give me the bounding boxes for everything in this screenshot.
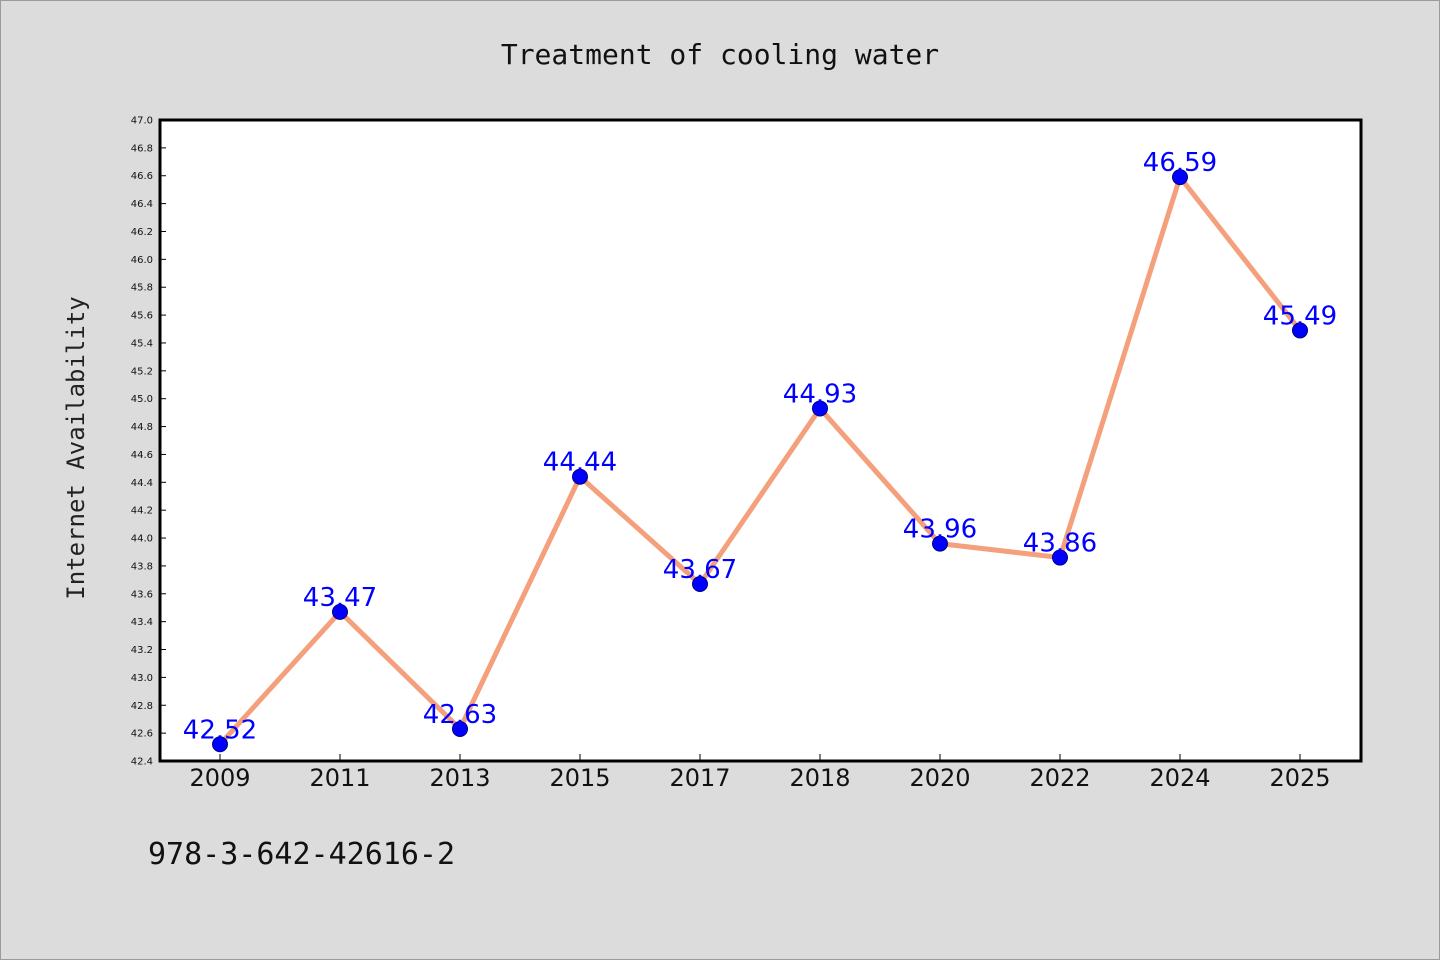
y-tick-label: 42.6 [131, 729, 153, 740]
series-line-group [212, 169, 1308, 753]
plot-area [158, 118, 1363, 763]
x-tick-label: 2020 [909, 764, 970, 792]
y-tick-label: 43.6 [131, 589, 153, 600]
data-point [1052, 549, 1068, 566]
data-label: 43.86 [1023, 529, 1097, 559]
y-tick-label: 45.0 [131, 394, 153, 405]
y-tick-label: 42.8 [131, 701, 153, 712]
y-tick-label: 45.2 [131, 366, 153, 377]
y-tick-label: 46.4 [131, 199, 153, 210]
data-label-group: 42.52 43.47 42.63 44.44 43.67 44.93 43.96 43.86… [183, 148, 1337, 745]
x-axis-ticks: 2009 2011 2013 2015 2017 2018 2020 2022 2024 2025 [189, 754, 1331, 792]
data-label: 43.96 [903, 515, 977, 545]
x-tick-label: 2022 [1029, 764, 1090, 792]
x-tick-label: 2009 [189, 764, 250, 792]
y-tick-label: 43.8 [131, 561, 153, 572]
data-label: 44.93 [783, 379, 857, 409]
isbn-footer: 978-3-642-42616-2 [148, 837, 455, 872]
y-tick-label: 42.4 [131, 757, 153, 768]
data-label: 43.67 [663, 555, 737, 585]
x-tick-label: 2017 [669, 764, 730, 792]
x-tick-label: 2015 [549, 764, 610, 792]
y-tick-label: 45.8 [131, 283, 153, 294]
x-tick-label: 2018 [789, 764, 850, 792]
data-label: 45.49 [1263, 301, 1337, 331]
y-tick-label: 43.4 [131, 617, 153, 628]
y-tick-label: 46.6 [131, 171, 153, 182]
y-axis-ticks: 42.4 42.6 42.8 43.0 43.2 43.4 43.6 43.8 44.0 44.2… [131, 116, 166, 768]
y-tick-label: 44.2 [131, 506, 153, 517]
data-point [932, 535, 948, 552]
chart-title: Treatment of cooling water [501, 38, 939, 71]
x-tick-label: 2024 [1149, 764, 1210, 792]
y-tick-label: 46.0 [131, 255, 153, 266]
data-label: 42.52 [183, 715, 257, 745]
data-point [332, 603, 348, 620]
data-point [812, 400, 828, 417]
y-tick-label: 44.8 [131, 422, 153, 433]
y-axis-label: Internet Availability [62, 296, 90, 599]
y-tick-label: 44.0 [131, 534, 153, 545]
y-tick-label: 43.2 [131, 645, 153, 656]
data-point [452, 720, 468, 737]
data-label: 44.44 [543, 448, 617, 478]
data-point [692, 576, 708, 593]
y-tick-label: 43.0 [131, 673, 153, 684]
y-tick-label: 46.8 [131, 143, 153, 154]
y-tick-label: 46.2 [131, 227, 153, 238]
data-label: 42.63 [423, 700, 497, 730]
y-tick-label: 45.6 [131, 311, 153, 322]
x-tick-label: 2025 [1269, 764, 1330, 792]
x-tick-label: 2013 [429, 764, 490, 792]
y-tick-label: 44.4 [131, 478, 153, 489]
data-label: 46.59 [1143, 148, 1217, 178]
series-line [218, 171, 1302, 746]
data-point [1172, 169, 1188, 186]
data-label: 43.47 [303, 583, 377, 613]
x-tick-label: 2011 [309, 764, 370, 792]
data-point [212, 736, 228, 753]
y-tick-label: 44.6 [131, 450, 153, 461]
data-point [572, 468, 588, 485]
data-point [1292, 322, 1308, 339]
y-tick-label: 47.0 [131, 116, 153, 127]
y-tick-label: 45.4 [131, 338, 153, 349]
